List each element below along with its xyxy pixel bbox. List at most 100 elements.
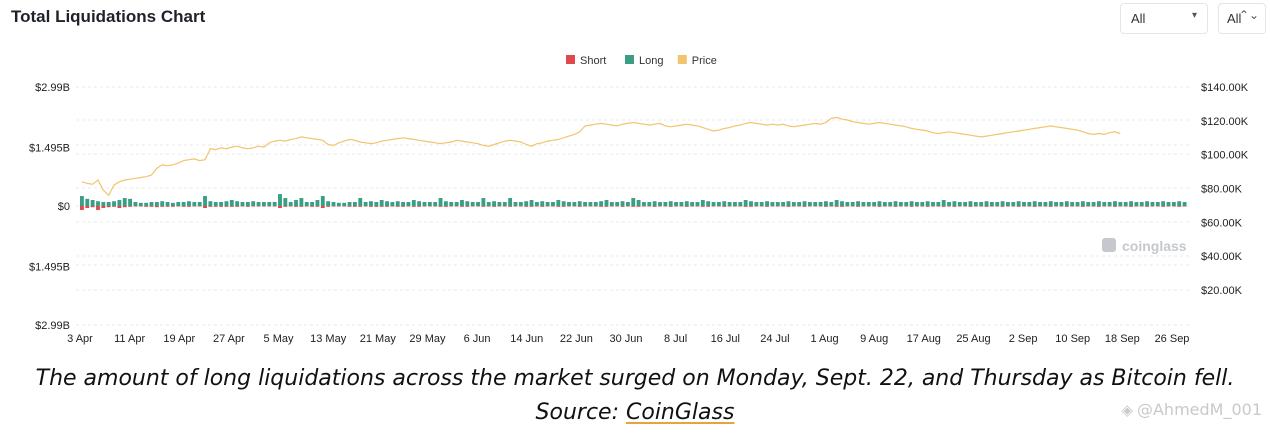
long-bar [117,200,122,206]
long-bar [909,201,914,206]
short-bar [112,206,116,207]
long-bar [716,202,721,206]
long-bar [315,200,320,206]
left-axis: $2.99B $1.495B $0 $1.495B $2.99B [29,82,70,332]
x-tick-label: 29 May [409,333,446,345]
short-bar [417,206,422,207]
long-bar [807,202,812,206]
long-bar [861,202,866,206]
long-bar [427,202,432,206]
price-series [81,116,1121,197]
short-bar [133,206,138,207]
short-bar [1016,206,1021,207]
long-bar [294,200,298,206]
coin-select[interactable]: All ⌃⌄ [1218,3,1266,34]
left-tick-label: $1.495B [29,143,70,155]
long-bar [101,202,106,206]
updown-chevron-icon: ⌃⌄ [1238,8,1259,22]
short-bar [390,206,395,207]
long-bar [352,202,357,206]
long-bar [165,202,170,206]
short-bar [374,206,379,207]
left-tick-label: $1.495B [29,262,70,274]
long-bar [995,202,1000,206]
long-bar [963,202,968,206]
short-bar [208,206,213,207]
long-bar [556,200,561,206]
long-bar [690,202,695,206]
long-bar [1070,202,1075,206]
short-bar [915,206,919,207]
long-bar [401,202,406,206]
legend-swatch [566,55,575,64]
short-bar [497,206,502,207]
liquidations-chart: Short Long Price $2.99B$1.495B$0$1.495B$2.… [29,55,1249,345]
x-tick-label: 3 Apr [67,333,93,345]
short-bar [315,206,320,207]
long-bar [872,202,877,206]
figure-caption: The amount of long liquidations across t… [0,362,1270,430]
long-bar [1113,201,1117,206]
long-bar [765,201,769,206]
short-bar [856,206,860,207]
long-bar [674,202,678,206]
long-bar [1075,202,1080,206]
short-bar [224,206,229,207]
short-bar [615,206,620,207]
short-bar [1145,206,1150,207]
source-link[interactable]: CoinGlass [626,400,735,425]
short-bar [1097,206,1101,207]
long-bar [449,202,454,206]
long-bar [743,200,748,206]
long-bar [545,202,550,206]
short-bar [272,206,277,207]
right-tick-label: $80.00K [1201,184,1243,196]
long-series [80,194,1187,206]
short-bar [968,206,973,207]
short-bar [663,206,668,207]
short-bar [893,206,898,207]
coinglass-wordmark: coinglass [1122,238,1187,254]
long-bar [1086,202,1091,206]
long-bar [877,201,882,206]
long-bar [593,202,598,206]
long-bar [529,200,534,206]
x-tick-label: 24 Jul [760,333,789,345]
coinglass-logo-icon [1102,238,1116,252]
long-bar [331,202,336,206]
exchange-select[interactable]: All ▾ [1120,3,1208,34]
short-bar [422,206,427,207]
long-bar [733,202,737,206]
long-bar [989,202,994,206]
short-bar [658,206,662,207]
short-bar [385,206,389,207]
long-bar [904,202,909,206]
x-tick-label: 19 Apr [163,333,195,345]
long-bar [1054,202,1059,206]
short-bar [845,206,850,207]
short-bar [352,206,357,207]
x-tick-label: 6 Jun [464,333,491,345]
short-bar [540,206,545,207]
long-bar [1048,201,1053,206]
short-bar [363,206,368,207]
short-bar [1113,206,1117,207]
short-bar [304,206,309,207]
short-bar [411,206,416,207]
long-bar [695,202,700,206]
short-bar [834,206,839,207]
long-bar [1123,202,1128,206]
long-bar [154,202,159,206]
long-bar [160,201,165,206]
long-bar [663,202,668,206]
short-bar [1048,206,1053,207]
long-bar [267,202,272,206]
short-bar [840,206,844,207]
short-bar [973,206,978,207]
short-bar [620,206,625,207]
long-bar [802,201,807,206]
long-bar [310,202,315,206]
short-bar [347,206,352,207]
diamond-logo-icon: ◈ [1121,401,1133,419]
short-bar [1000,206,1005,207]
